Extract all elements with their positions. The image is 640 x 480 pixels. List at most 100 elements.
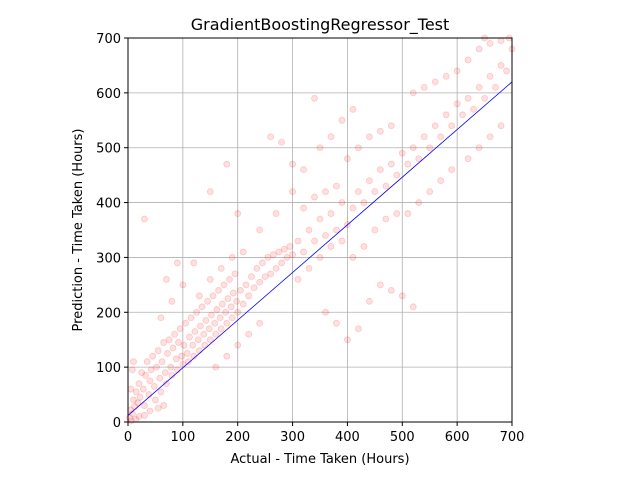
x-tick-label: 500 xyxy=(390,430,415,445)
x-tick-label: 100 xyxy=(170,430,195,445)
scatter-point xyxy=(198,303,206,311)
scatter-point xyxy=(195,292,203,300)
scatter-point xyxy=(193,308,200,316)
scatter-point xyxy=(442,111,450,119)
scatter-point xyxy=(354,188,362,196)
scatter-point xyxy=(234,210,242,217)
scatter-point xyxy=(231,270,239,278)
scatter-point xyxy=(316,215,324,223)
scatter-point xyxy=(206,275,214,283)
scatter-point xyxy=(200,330,208,338)
scatter-point xyxy=(376,127,384,135)
scatter-point xyxy=(227,303,235,311)
scatter-point xyxy=(141,412,148,419)
scatter-point xyxy=(171,330,179,338)
scatter-point xyxy=(327,133,335,141)
scatter-point xyxy=(204,297,211,305)
scatter-point xyxy=(145,391,153,398)
x-tick-label: 200 xyxy=(225,430,250,445)
scatter-point xyxy=(128,366,136,374)
scatter-point xyxy=(300,166,307,174)
scatter-point xyxy=(278,259,286,267)
scatter-point xyxy=(486,133,494,141)
scatter-point xyxy=(223,319,231,327)
y-tick-label: 600 xyxy=(96,87,121,102)
scatter-point xyxy=(190,352,198,360)
scatter-point xyxy=(371,226,379,234)
scatter-point xyxy=(393,171,401,179)
scatter-point xyxy=(168,371,176,379)
scatter-point xyxy=(387,160,395,168)
scatter-point xyxy=(161,369,169,377)
y-axis-label: Prediction - Time Taken (Hours) xyxy=(71,129,86,332)
scatter-point xyxy=(187,314,195,322)
scatter-point xyxy=(267,133,275,141)
scatter-point xyxy=(387,286,395,294)
scatter-point xyxy=(371,188,379,196)
scatter-point xyxy=(475,144,483,152)
scatter-point xyxy=(180,341,188,349)
scatter-point xyxy=(153,363,160,371)
scatter-point xyxy=(278,138,286,146)
scatter-point xyxy=(160,339,168,346)
scatter-point xyxy=(294,237,302,245)
scatter-point xyxy=(223,352,231,360)
scatter-point xyxy=(300,248,307,256)
scatter-point xyxy=(409,89,417,97)
scatter-point xyxy=(415,199,423,206)
scatter-point xyxy=(327,210,335,217)
scatter-point xyxy=(139,385,147,393)
scatter-point xyxy=(130,358,137,366)
scatter-point xyxy=(354,325,362,333)
scatter-point xyxy=(497,62,505,69)
scatter-point xyxy=(224,295,232,302)
scatter-point xyxy=(272,210,280,217)
x-tick-label: 600 xyxy=(445,430,470,445)
scatter-point xyxy=(217,264,225,272)
scatter-point xyxy=(154,404,162,412)
scatter-point xyxy=(160,402,168,409)
scatter-point xyxy=(289,251,296,259)
scatter-point xyxy=(453,100,461,108)
scatter-point xyxy=(448,122,456,130)
scatter-point xyxy=(154,347,162,355)
scatter-point xyxy=(360,199,368,206)
scatter-point xyxy=(229,289,237,297)
scatter-point xyxy=(497,37,505,45)
x-tick-label: 0 xyxy=(124,430,132,445)
scatter-point xyxy=(176,325,184,333)
scatter-point xyxy=(132,388,140,396)
scatter-point xyxy=(220,281,228,289)
grid xyxy=(127,37,513,423)
scatter-point xyxy=(322,188,329,196)
scatter-point xyxy=(338,116,346,124)
scatter-point xyxy=(261,273,269,281)
scatter-point xyxy=(245,292,253,300)
y-tick-label: 500 xyxy=(96,142,121,157)
scatter-point xyxy=(333,226,340,234)
scatter-point xyxy=(398,149,406,157)
scatter-point xyxy=(338,237,346,245)
scatter-point xyxy=(206,188,214,196)
scatter-point xyxy=(143,358,151,366)
scatter-point xyxy=(286,243,294,250)
scatter-point xyxy=(393,210,401,217)
scatter-point xyxy=(127,385,135,393)
scatter-point xyxy=(141,402,148,409)
scatter-point xyxy=(503,67,510,75)
scatter-point xyxy=(267,270,275,278)
scatter-point xyxy=(344,155,351,163)
scatter-point xyxy=(175,339,182,346)
scatter-point xyxy=(420,83,428,91)
scatter-point xyxy=(431,122,439,130)
scatter-point xyxy=(382,182,390,190)
scatter-point xyxy=(186,333,193,341)
scatter-point xyxy=(173,259,181,267)
scatter-point xyxy=(453,67,461,75)
scatter-point xyxy=(202,317,210,324)
scatter-point xyxy=(426,144,434,152)
scatter-point xyxy=(275,248,283,256)
scatter-point xyxy=(233,297,241,305)
